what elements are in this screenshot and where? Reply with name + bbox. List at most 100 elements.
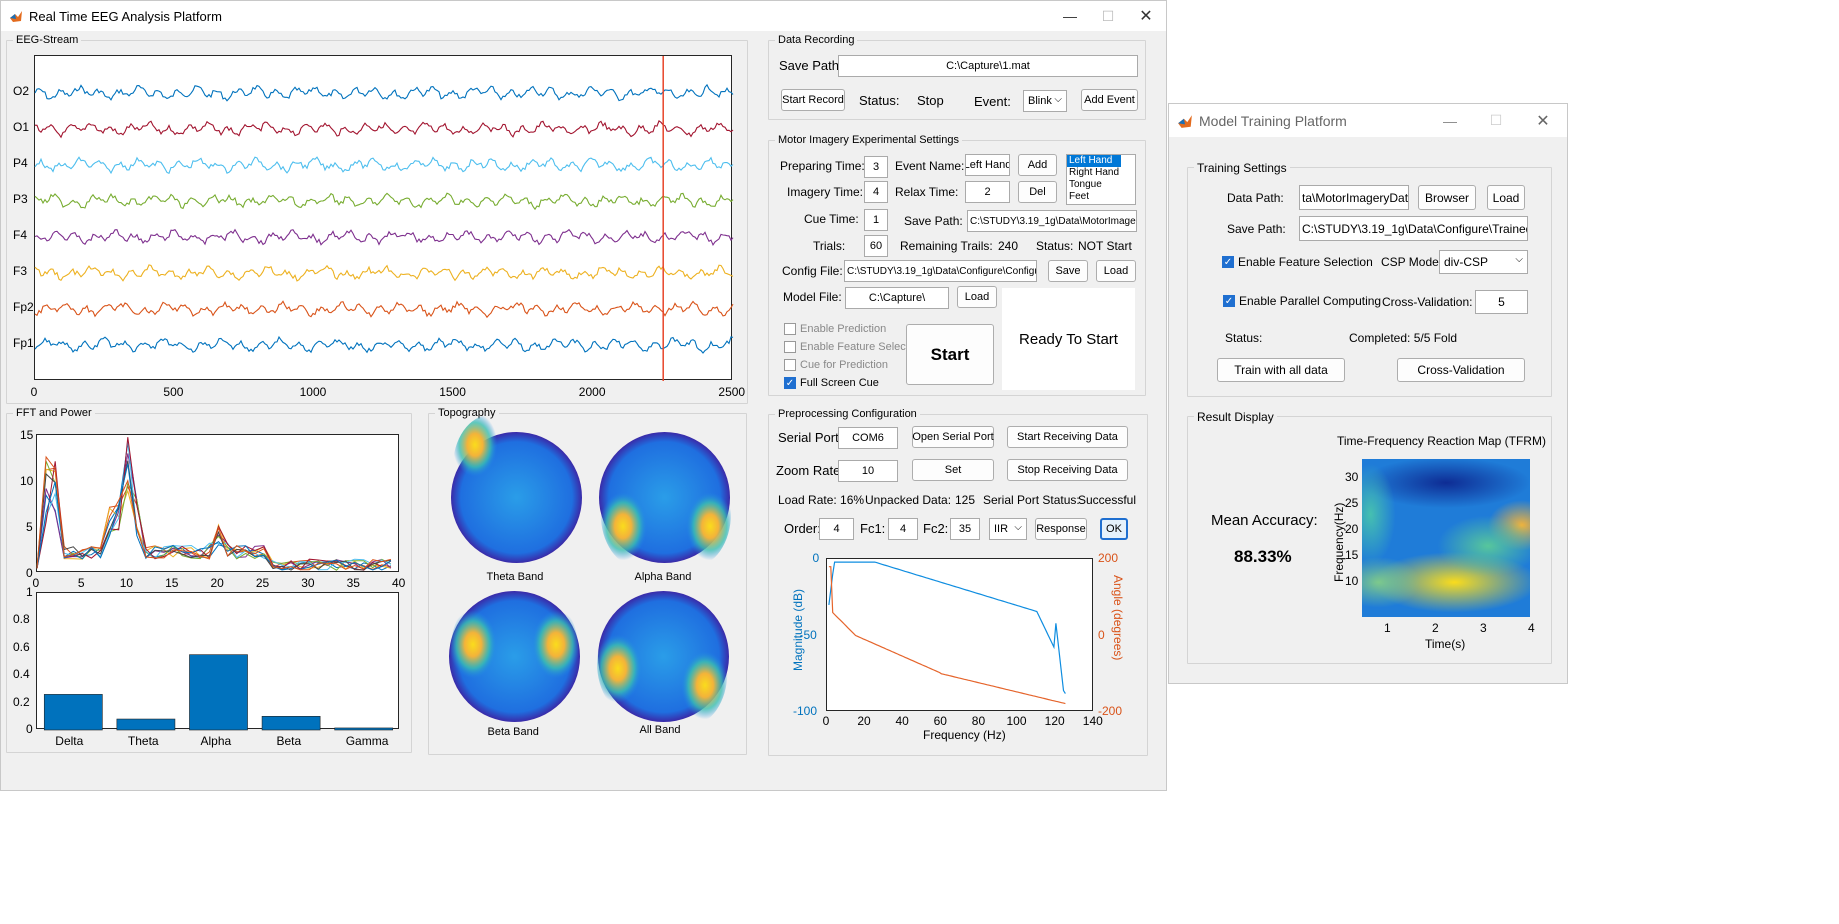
filter-type-select[interactable]: IIR ⌵ <box>989 518 1027 540</box>
filter-x-label: Frequency (Hz) <box>923 728 1006 742</box>
fft-y-tick: 0 <box>26 566 33 580</box>
tr-data-path-input[interactable]: ta\MotorImageryData\ <box>1299 185 1409 210</box>
result-display-title: Result Display <box>1194 410 1277 424</box>
tr-status-label: Status: <box>1225 331 1263 345</box>
power-y-tick: 0.8 <box>13 612 30 627</box>
tr-data-path-label: Data Path: <box>1227 191 1284 205</box>
tr-feature-selection-checkbox[interactable]: ✓ Enable Feature Selection <box>1222 255 1373 269</box>
start-receiving-button[interactable]: Start Receiving Data <box>1007 426 1128 448</box>
fft-x-tick: 10 <box>119 576 134 590</box>
train-all-button[interactable]: Train with all data <box>1217 358 1345 382</box>
eeg-x-tick: 500 <box>163 385 184 399</box>
event-name-input[interactable]: Left Hand <box>965 154 1010 176</box>
power-bars <box>43 654 394 731</box>
topo-map-0[interactable] <box>450 415 583 564</box>
fc1-input[interactable]: 4 <box>888 518 918 540</box>
fc2-input[interactable]: 35 <box>950 518 980 540</box>
event-list-item[interactable]: Left Hand <box>1067 155 1121 167</box>
stop-receiving-button[interactable]: Stop Receiving Data <box>1007 459 1128 481</box>
config-load-button[interactable]: Load <box>1096 260 1136 282</box>
full-screen-cue-label: Full Screen Cue <box>800 377 879 389</box>
fc2-label: Fc2: <box>923 521 949 536</box>
topo-map-3[interactable] <box>597 590 730 726</box>
eeg-x-tick: 1000 <box>299 385 327 399</box>
start-button[interactable]: Start <box>906 324 994 385</box>
imagery-time-input[interactable]: 4 <box>864 181 888 203</box>
topo-band-label: Theta Band <box>486 571 544 583</box>
cross-validation-input[interactable]: 5 <box>1475 290 1528 314</box>
power-category-label: Beta <box>276 734 302 748</box>
parallel-computing-checkbox[interactable]: ✓ Enable Parallel Computing <box>1223 294 1381 308</box>
tr-load-button[interactable]: Load <box>1487 185 1525 210</box>
zoom-rate-input[interactable]: 10 <box>838 460 898 482</box>
maximize-icon[interactable]: ☐ <box>1101 7 1115 24</box>
checkbox-box <box>784 323 796 335</box>
set-button[interactable]: Set <box>912 459 994 481</box>
relax-time-input[interactable]: 2 <box>965 181 1010 203</box>
cross-validation-button[interactable]: Cross-Validation <box>1397 358 1525 382</box>
eeg-x-tick: 0 <box>30 385 38 399</box>
power-y-tick: 0.6 <box>13 639 30 654</box>
event-select[interactable]: Blink ⌵ <box>1023 90 1067 112</box>
event-list-item[interactable]: Feet <box>1069 191 1090 202</box>
event-listbox[interactable]: Left Hand Right Hand Tongue Feet <box>1066 154 1136 205</box>
cue-time-input[interactable]: 1 <box>864 209 888 231</box>
channel-label-o1: O1 <box>13 120 30 134</box>
filter-response-axes[interactable] <box>826 558 1093 711</box>
topo-map-1[interactable] <box>598 431 731 567</box>
topo-map-2[interactable] <box>448 590 581 723</box>
result-display-panel: Result Display <box>1187 410 1552 664</box>
add-button[interactable]: Add <box>1018 154 1057 176</box>
power-y-tick: 0 <box>26 722 33 736</box>
config-file-input[interactable]: C:\STUDY\3.19_1g\Data\Configure\Configur… <box>844 260 1037 282</box>
power-y-tick: 0.2 <box>13 694 30 709</box>
tfrm-x-tick: 2 <box>1432 621 1439 635</box>
fft-power-title: FFT and Power <box>13 407 95 419</box>
fft-plot-axes[interactable] <box>36 434 399 572</box>
response-button[interactable]: Response <box>1035 518 1087 540</box>
full-screen-cue-checkbox[interactable]: ✓ Full Screen Cue <box>784 377 879 389</box>
tr-feature-selection-label: Enable Feature Selection <box>1238 255 1373 269</box>
tfrm-heatmap[interactable] <box>1362 459 1530 617</box>
fft-x-tick: 5 <box>77 576 85 590</box>
filter-x-tick: 80 <box>971 714 986 728</box>
model-file-input[interactable]: C:\Capture\ <box>845 287 949 309</box>
cross-validation-label: Cross-Validation: <box>1382 295 1473 309</box>
browser-button[interactable]: Browser <box>1418 185 1476 210</box>
enable-feature-selection-checkbox[interactable]: Enable Feature Selection <box>784 341 924 353</box>
del-button[interactable]: Del <box>1018 181 1057 203</box>
config-save-button[interactable]: Save <box>1048 260 1088 282</box>
csp-mode-value: div-CSP <box>1444 255 1489 269</box>
order-input[interactable]: 4 <box>819 518 854 540</box>
close-icon[interactable]: ✕ <box>1536 112 1550 130</box>
mi-status-label: Status: <box>1036 239 1074 253</box>
enable-prediction-checkbox[interactable]: Enable Prediction <box>784 323 886 335</box>
csp-mode-select[interactable]: div-CSP ⌵ <box>1439 250 1528 274</box>
cue-for-prediction-checkbox[interactable]: Cue for Prediction <box>784 359 888 371</box>
trials-input[interactable]: 60 <box>864 235 888 257</box>
ok-button[interactable]: OK <box>1100 518 1128 540</box>
tr-save-path-input[interactable]: C:\STUDY\3.19_1g\Data\Configure\TrainedM… <box>1299 216 1528 241</box>
matlab-logo-icon <box>1178 114 1192 128</box>
unpacked-data-value: 125 <box>955 493 976 507</box>
add-event-button[interactable]: Add Event <box>1081 89 1138 111</box>
tfrm-x-tick: 1 <box>1384 621 1391 635</box>
eeg-plot-axes[interactable] <box>34 55 734 381</box>
serial-port-input[interactable]: COM6 <box>838 427 898 449</box>
minimize-icon[interactable]: — <box>1443 112 1457 129</box>
minimize-icon[interactable]: — <box>1063 8 1077 24</box>
model-load-button[interactable]: Load <box>957 286 997 308</box>
open-serial-port-button[interactable]: Open Serial Port <box>912 426 994 448</box>
close-icon[interactable]: ✕ <box>1139 8 1153 25</box>
eeg-x-tick: 1500 <box>439 385 466 399</box>
preparing-time-input[interactable]: 3 <box>864 156 888 178</box>
event-list-item[interactable]: Right Hand <box>1069 167 1120 178</box>
maximize-icon[interactable]: ☐ <box>1489 112 1503 128</box>
rec-save-path-input[interactable]: C:\Capture\1.mat <box>838 55 1138 77</box>
topo-hotspot <box>656 460 731 567</box>
event-list-item[interactable]: Tongue <box>1069 179 1102 190</box>
start-record-button[interactable]: Start Record <box>781 89 845 111</box>
mi-save-path-input[interactable]: C:\STUDY\3.19_1g\Data\MotorImageryDa <box>967 210 1137 232</box>
power-bar-axes[interactable] <box>36 592 399 731</box>
power-category-label: Alpha <box>200 734 232 748</box>
